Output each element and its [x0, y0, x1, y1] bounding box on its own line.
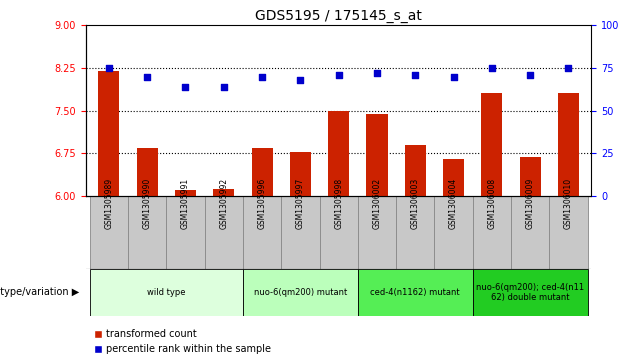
Point [181, 84, 191, 90]
Bar [473, 196, 511, 269]
Point [104, 65, 114, 71]
Text: GSM1305997: GSM1305997 [296, 178, 305, 229]
Text: GSM1305989: GSM1305989 [104, 178, 113, 229]
Bar [213, 189, 234, 196]
Bar [251, 148, 273, 196]
Bar [128, 196, 166, 269]
Bar [328, 111, 349, 196]
Bar [175, 190, 196, 196]
Point [295, 77, 305, 83]
Bar [281, 196, 319, 269]
Bar [99, 71, 120, 196]
Bar [473, 269, 588, 316]
Text: ced-4(n1162) mutant: ced-4(n1162) mutant [370, 288, 460, 297]
Text: nuo-6(qm200); ced-4(n11
62) double mutant: nuo-6(qm200); ced-4(n11 62) double mutan… [476, 282, 584, 302]
Text: GSM1305998: GSM1305998 [334, 178, 343, 229]
Text: genotype/variation ▶: genotype/variation ▶ [0, 287, 80, 297]
Point [372, 70, 382, 76]
Bar [434, 196, 473, 269]
Bar [137, 148, 158, 196]
Text: GSM1305990: GSM1305990 [142, 178, 151, 229]
Point [487, 65, 497, 71]
Bar [358, 196, 396, 269]
Text: GSM1305992: GSM1305992 [219, 178, 228, 229]
Point [219, 84, 229, 90]
Bar [243, 196, 281, 269]
Legend: transformed count, percentile rank within the sample: transformed count, percentile rank withi… [91, 326, 275, 358]
Text: GSM1306003: GSM1306003 [411, 178, 420, 229]
Text: GSM1306008: GSM1306008 [487, 178, 496, 229]
Bar [396, 196, 434, 269]
Text: GSM1305996: GSM1305996 [258, 178, 266, 229]
Text: GSM1306010: GSM1306010 [564, 178, 573, 229]
Bar [243, 269, 358, 316]
Point [448, 74, 459, 79]
Bar [550, 196, 588, 269]
Bar [90, 269, 243, 316]
Point [142, 74, 152, 79]
Point [333, 72, 343, 78]
Text: GSM1306004: GSM1306004 [449, 178, 458, 229]
Point [563, 65, 574, 71]
Point [525, 72, 536, 78]
Text: nuo-6(qm200) mutant: nuo-6(qm200) mutant [254, 288, 347, 297]
Bar [90, 196, 128, 269]
Text: GSM1306002: GSM1306002 [373, 178, 382, 229]
Text: wild type: wild type [147, 288, 186, 297]
Bar [366, 114, 387, 196]
Bar [290, 152, 311, 196]
Bar [511, 196, 550, 269]
Point [410, 72, 420, 78]
Bar [319, 196, 358, 269]
Text: GSM1305991: GSM1305991 [181, 178, 190, 229]
Bar [358, 269, 473, 316]
Bar [443, 159, 464, 196]
Bar [520, 157, 541, 196]
Text: GSM1306009: GSM1306009 [526, 178, 535, 229]
Bar [166, 196, 205, 269]
Title: GDS5195 / 175145_s_at: GDS5195 / 175145_s_at [255, 9, 422, 23]
Bar [205, 196, 243, 269]
Bar [558, 93, 579, 196]
Point [257, 74, 267, 79]
Bar [404, 145, 426, 196]
Bar [481, 93, 502, 196]
